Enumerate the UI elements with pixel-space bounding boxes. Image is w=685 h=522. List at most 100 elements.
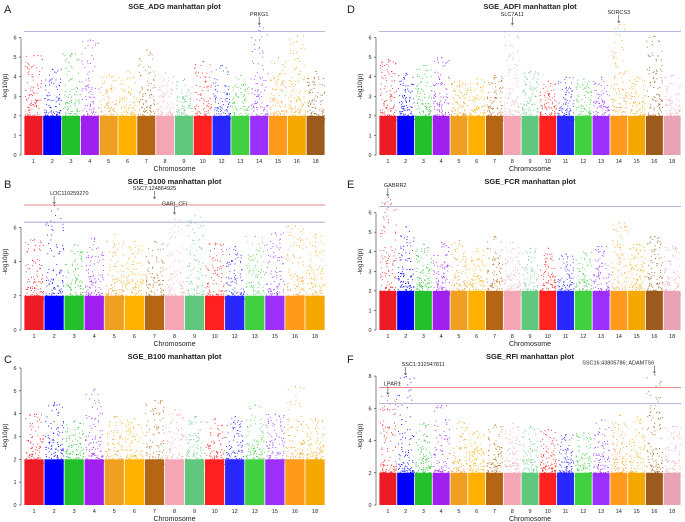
snp-point [216, 260, 218, 261]
snp-point [229, 101, 231, 103]
snp-point [285, 73, 287, 75]
snp-point [288, 258, 290, 260]
snp-point [57, 208, 59, 210]
snp-point [172, 294, 174, 296]
snp-point [201, 119, 203, 121]
snp-point [31, 95, 33, 96]
snp-point [210, 104, 212, 105]
snp-point [188, 220, 190, 222]
snp-point [321, 292, 323, 294]
snp-point [53, 117, 55, 119]
snp-point [149, 299, 151, 301]
snp-point [163, 93, 165, 95]
snp-point [121, 299, 123, 301]
snp-point [136, 98, 137, 100]
snp-point [148, 263, 150, 265]
snp-point [57, 99, 59, 101]
snp-point [183, 102, 185, 103]
snp-point [193, 288, 195, 290]
snp-point [258, 291, 260, 293]
snp-point [214, 296, 216, 297]
snp-point [255, 299, 257, 301]
snp-point [62, 295, 64, 297]
snp-point [140, 279, 142, 281]
snp-point [295, 117, 297, 119]
snp-point [200, 216, 202, 218]
snp-point [274, 298, 276, 300]
snp-point [194, 67, 196, 69]
snp-point [302, 247, 304, 249]
snp-point [49, 297, 50, 299]
snp-point [70, 119, 72, 121]
snp-point [45, 113, 47, 115]
snp-point [196, 277, 198, 279]
snp-point [252, 298, 254, 300]
snp-point [228, 264, 230, 266]
snp-point [188, 289, 190, 291]
snp-point [37, 114, 39, 116]
snp-point [175, 297, 177, 299]
snp-point [87, 294, 89, 296]
snp-point [159, 119, 161, 121]
snp-point [111, 296, 113, 298]
snp-point [87, 114, 88, 116]
snp-point [49, 106, 51, 108]
snp-point [119, 281, 121, 283]
snp-point [217, 113, 219, 115]
snp-point [169, 256, 171, 258]
snp-point [144, 116, 146, 118]
snp-point [215, 118, 217, 120]
snp-point [284, 112, 286, 114]
snp-point [202, 118, 204, 119]
snp-point [72, 298, 74, 299]
snp-point [38, 463, 40, 465]
snp-point [78, 295, 80, 297]
snp-point [112, 109, 114, 111]
snp-point [222, 299, 224, 300]
snp-point [128, 91, 130, 92]
snp-point [150, 119, 152, 121]
snp-point [53, 288, 55, 290]
snp-point [297, 109, 299, 110]
snp-point [29, 104, 31, 106]
snp-point [262, 52, 264, 54]
snp-point [134, 112, 136, 114]
snp-point [86, 117, 87, 119]
snp-point [257, 115, 259, 117]
snp-point [224, 113, 226, 115]
snp-point [269, 298, 271, 300]
snp-point [255, 103, 257, 104]
snp-point [242, 119, 243, 121]
x-tick-label: 3 [73, 334, 76, 340]
chromosome-10-points [205, 242, 225, 330]
snp-point [236, 254, 238, 256]
snp-point [216, 296, 218, 298]
snp-point [139, 296, 140, 297]
snp-point [236, 96, 238, 98]
snp-point [29, 295, 31, 297]
snp-point [84, 47, 86, 49]
snp-point [34, 119, 36, 121]
snp-point [36, 463, 37, 465]
snp-point [32, 119, 34, 121]
snp-point [197, 119, 199, 121]
snp-point [58, 98, 60, 100]
snp-point [47, 224, 49, 226]
snp-point [106, 89, 108, 91]
snp-point [226, 299, 228, 301]
snp-point [217, 274, 219, 275]
snp-point [74, 297, 76, 299]
snp-point [210, 118, 212, 120]
chromosome-5-points [99, 74, 119, 155]
snp-point [297, 299, 299, 301]
snp-point [174, 259, 176, 261]
snp-point [151, 58, 153, 60]
snp-point [296, 99, 298, 101]
snp-point [270, 294, 272, 296]
snp-point [161, 284, 163, 286]
snp-point [112, 255, 113, 257]
snp-point [29, 454, 31, 456]
snp-point [287, 289, 289, 291]
snp-point [321, 278, 323, 280]
snp-point [45, 89, 47, 91]
